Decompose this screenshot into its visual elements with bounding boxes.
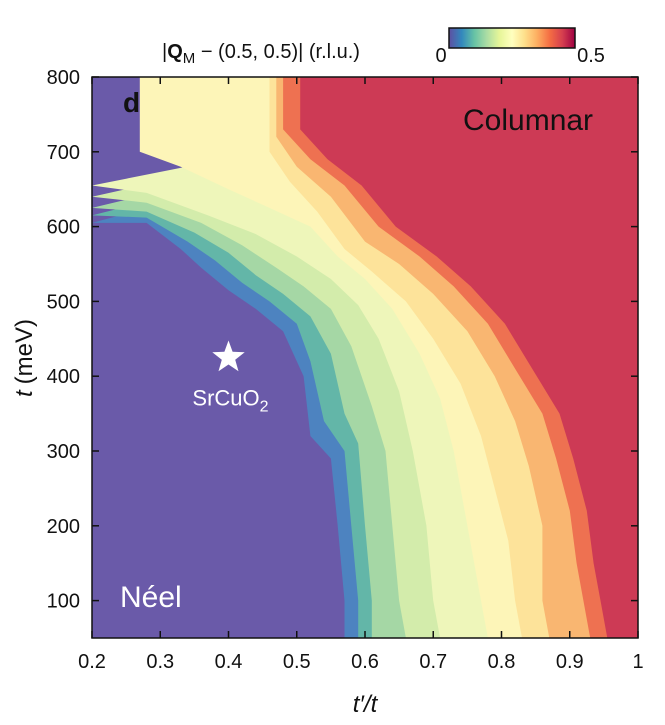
region-label-neel: Néel [120, 581, 182, 614]
colorbar-title: |QM − (0.5, 0.5)| (r.l.u.) [162, 41, 360, 67]
y-tick-label: 400 [47, 366, 80, 388]
star-icon [212, 340, 245, 372]
panel-letter: d [123, 87, 140, 118]
x-tick-label: 0.4 [215, 651, 243, 673]
x-tick-label: 0.2 [78, 651, 106, 673]
x-tick-label: 0.5 [283, 651, 311, 673]
x-tick-label: 0.3 [146, 651, 174, 673]
colorbar-max-label: 0.5 [577, 45, 605, 67]
y-tick-label: 600 [47, 217, 80, 239]
x-tick-label: 0.6 [351, 651, 379, 673]
colorbar-gradient [448, 27, 576, 49]
y-axis-title: t(meV) [11, 319, 38, 397]
colorbar-min-label: 0 [435, 45, 446, 67]
x-tick-label: 0.9 [556, 651, 584, 673]
colorbar: 0 0.5 |QM − (0.5, 0.5)| (r.l.u.) [162, 27, 605, 67]
x-tick-label: 0.8 [488, 651, 516, 673]
x-tick-label: 1 [632, 651, 643, 673]
y-tick-label: 800 [47, 67, 80, 89]
y-tick-label: 100 [47, 591, 80, 613]
y-tick-label: 700 [47, 142, 80, 164]
srcuo2-label: SrCuO2 [192, 386, 268, 416]
srcuo2-annotation: SrCuO2 [192, 340, 269, 416]
contour-bands [92, 77, 638, 638]
x-axis-ticks: 0.2 0.3 0.4 0.5 0.6 0.7 0.8 0.9 1 [78, 77, 644, 673]
y-tick-label: 300 [47, 441, 80, 463]
x-tick-label: 0.7 [419, 651, 447, 673]
region-label-columnar: Columnar [463, 104, 593, 137]
y-axis-ticks: 100 200 300 400 500 600 700 800 [47, 67, 638, 613]
y-tick-label: 500 [47, 291, 80, 313]
x-axis-title: t′/t [353, 691, 379, 718]
columnar-region [300, 77, 638, 638]
y-tick-label: 200 [47, 516, 80, 538]
plot-area [92, 77, 638, 638]
